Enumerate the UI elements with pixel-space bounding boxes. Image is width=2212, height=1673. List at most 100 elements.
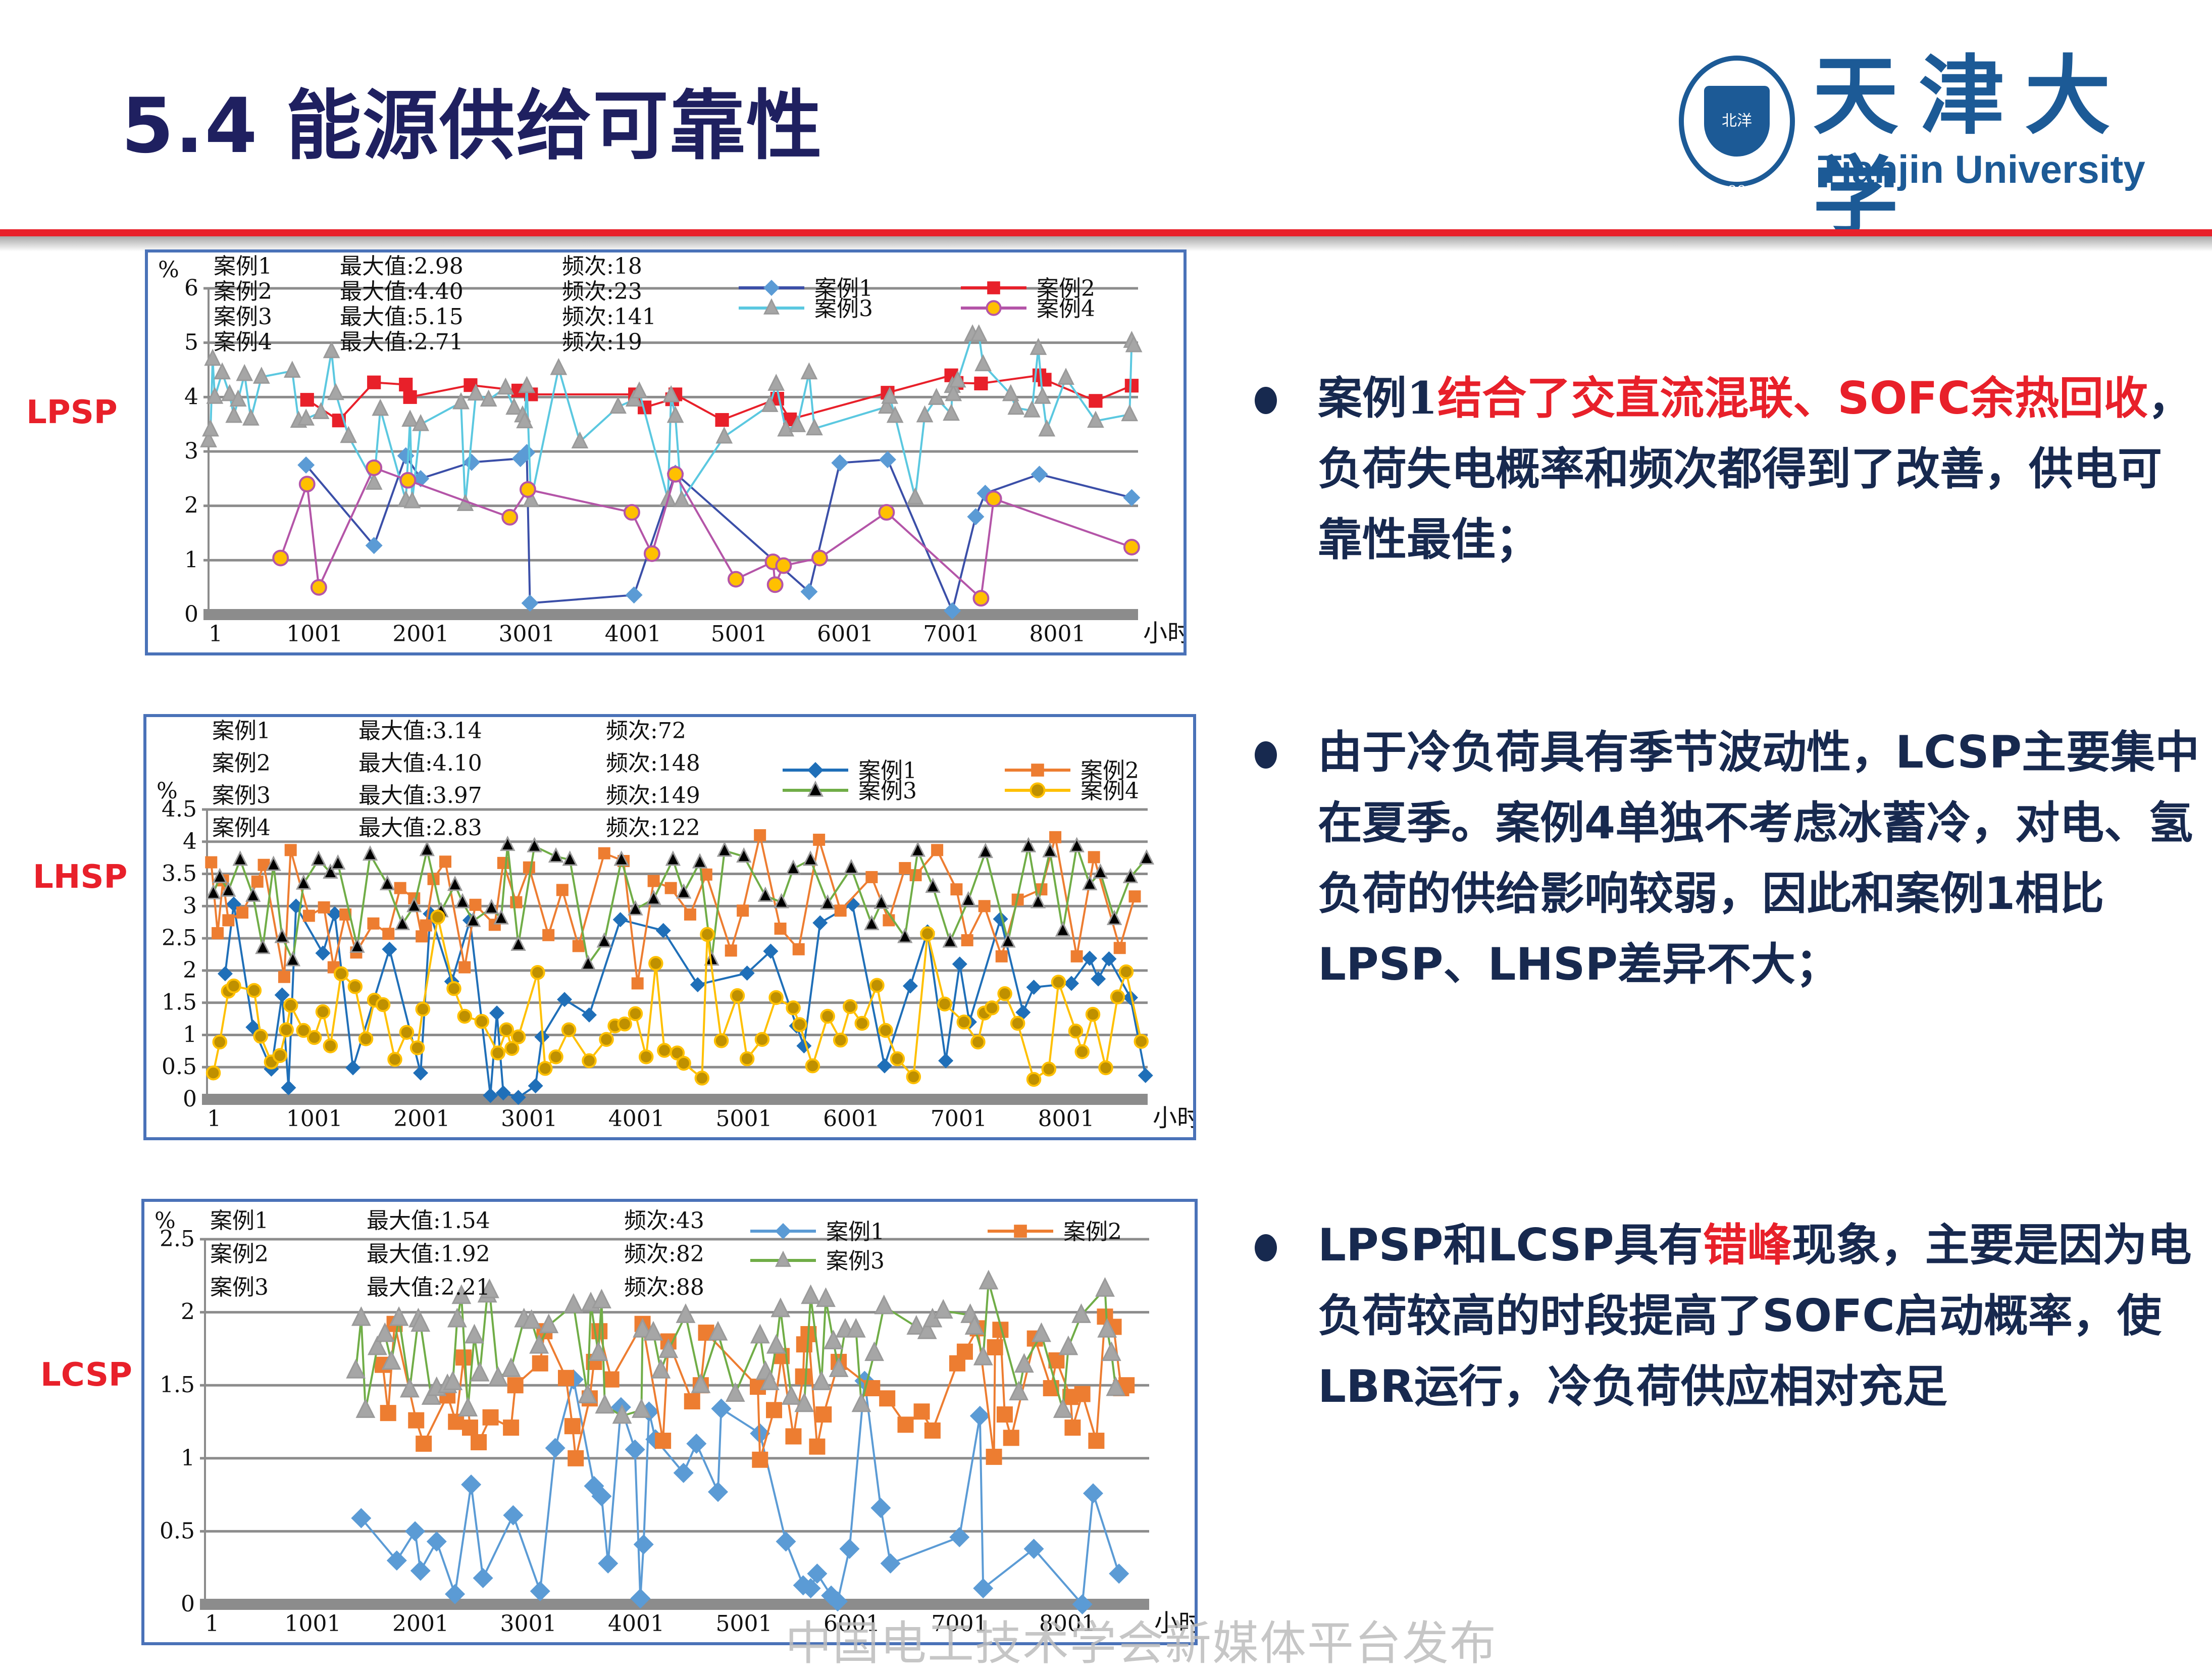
- bullet-3: LPSP和LCSP具有错峰现象，主要是因为电负荷较高的时段提高了SOFC启动概率…: [1242, 1210, 2201, 1422]
- x-tick-label: 8001: [1038, 1106, 1095, 1132]
- bullet-dot-icon: [1255, 1234, 1277, 1261]
- y-tick-label: 4.5: [162, 796, 197, 822]
- y-axis-label: %: [157, 778, 178, 804]
- stats-text: 案例4: [212, 815, 271, 841]
- y-tick-label: 5: [184, 330, 198, 356]
- bullet-2-text: 由于冷负荷具有季节波动性，LCSP主要集中在夏季。案例4单独不考虑冰蓄冷，对电、…: [1318, 726, 2200, 990]
- x-tick-label: 3001: [499, 621, 555, 647]
- series-案例1: [297, 444, 1141, 620]
- stats-text: 最大值:2.71: [340, 329, 464, 355]
- header-divider: [0, 229, 2212, 236]
- bullet-2: 由于冷负荷具有季节波动性，LCSP主要集中在夏季。案例4单独不考虑冰蓄冷，对电、…: [1242, 717, 2201, 1000]
- bullet-dot-icon: [1255, 741, 1277, 769]
- chart-lcsp: 0 0.5 1 1.5 2 2.5% 1 1001 2001 3001 4001 5001 6001 70…: [141, 1199, 1198, 1645]
- seal-text: 北洋 1895: [1704, 86, 1770, 200]
- stats-text: 案例1: [210, 1208, 269, 1234]
- legend-item: 案例4: [961, 296, 1095, 322]
- series-案例3: [346, 1270, 1126, 1424]
- y-tick-label: 1.5: [162, 990, 197, 1016]
- bullet-3-part-3: 现象，主要是因为电负荷较高的时段提高了SOFC启动概率，使LBR运行，冷负荷供应…: [1318, 1219, 2192, 1412]
- logo-chinese-name: 天津大学: [1813, 45, 2131, 247]
- stats-text: 最大值:5.15: [340, 304, 464, 330]
- x-tick-label: 3001: [500, 1611, 556, 1637]
- bullet-3-part-2: 错峰: [1703, 1219, 1792, 1271]
- x-tick-label: 3001: [501, 1106, 557, 1132]
- x-tick-label: 1001: [286, 621, 343, 647]
- x-tick-label: 5001: [711, 621, 767, 647]
- legend-item: 案例2: [1005, 758, 1139, 784]
- legend-label: 案例3: [826, 1248, 885, 1274]
- bullet-1-text: 案例1结合了交直流混联、SOFC余热回收，负荷失电概率和频次都得到了改善，供电可…: [1318, 363, 2201, 575]
- bullet-3-text: LPSP和LCSP具有错峰现象，主要是因为电负荷较高的时段提高了SOFC启动概率…: [1318, 1210, 2201, 1422]
- x-tick-label: 6001: [824, 1611, 880, 1637]
- y-tick-label: 0.5: [162, 1054, 197, 1080]
- bullet-3-part-1: LPSP和LCSP具有: [1318, 1219, 1703, 1271]
- watermark: 中国电工技术学会新媒体平台发布: [785, 1618, 1498, 1669]
- bullet-1: 案例1结合了交直流混联、SOFC余热回收，负荷失电概率和频次都得到了改善，供电可…: [1242, 363, 2201, 575]
- logo-english-name: Tianjin University: [1818, 147, 2145, 191]
- bullet-1-part-1: 案例1: [1318, 372, 1438, 424]
- legend-label: 案例3: [858, 778, 917, 804]
- legend-item: 案例2: [988, 1219, 1122, 1245]
- legend-label: 案例2: [1037, 276, 1095, 301]
- legend-label: 案例4: [1081, 778, 1139, 804]
- x-axis-label: 小时: [1153, 1104, 1193, 1132]
- y-tick-label: 1: [183, 1022, 197, 1047]
- legend-label: 案例2: [1063, 1219, 1122, 1245]
- legend-item: 案例3: [750, 1248, 885, 1274]
- stats-text: 最大值:2.98: [340, 254, 464, 279]
- stats-text: 案例3: [212, 783, 271, 808]
- x-tick-label: 7001: [931, 1611, 988, 1637]
- y-tick-label: 4: [183, 829, 197, 854]
- y-tick-label: 2: [184, 493, 198, 519]
- stats-text: 最大值:2.83: [358, 815, 482, 841]
- y-tick-label: 2: [181, 1299, 195, 1325]
- stats-text: 案例2: [210, 1241, 269, 1267]
- legend-item: 案例1: [783, 758, 917, 784]
- stats-text: 案例3: [210, 1275, 269, 1300]
- x-tick-label: 7001: [923, 621, 980, 647]
- stats-text: 频次:122: [606, 815, 700, 841]
- series-案例4: [272, 459, 1140, 607]
- x-tick-label: 2001: [393, 1106, 450, 1132]
- stats-text: 频次:72: [606, 718, 686, 744]
- x-tick-label: 7001: [931, 1106, 987, 1132]
- series-案例3: [205, 835, 1155, 971]
- y-tick-label: 1: [181, 1445, 195, 1471]
- x-tick-label: 4001: [605, 621, 661, 647]
- bullet-dot-icon: [1255, 387, 1277, 414]
- x-axis-label: 小时: [1143, 619, 1184, 647]
- y-tick-label: 0: [183, 1086, 197, 1112]
- stats-text: 最大值:4.10: [358, 750, 482, 776]
- y-tick-label: 1: [184, 547, 198, 573]
- page-title: 5.4 能源供给可靠性: [121, 82, 823, 170]
- stats-text: 频次:23: [562, 279, 642, 305]
- legend-item: 案例1: [750, 1219, 885, 1245]
- stats-text: 频次:18: [562, 254, 642, 279]
- y-tick-label: 2.5: [162, 925, 197, 951]
- x-tick-label: 5001: [715, 1611, 772, 1637]
- x-tick-label: 2001: [392, 621, 449, 647]
- y-tick-label: 2.5: [160, 1226, 195, 1252]
- legend-item: 案例3: [783, 778, 917, 804]
- university-logo: 北洋 1895 天津大学 Tianjin University: [1666, 45, 2176, 247]
- stats-text: 案例2: [214, 279, 272, 305]
- label-lhsp: LHSP: [33, 858, 128, 896]
- y-tick-label: 3: [183, 893, 197, 919]
- y-tick-label: 6: [184, 275, 198, 301]
- chart-lpsp: 0 1 2 3 4 5 6% 1 1001 2001 3001 4001 5001 6001 7001 800…: [145, 249, 1187, 655]
- y-tick-label: 0: [181, 1591, 195, 1617]
- stats-text: 案例2: [212, 750, 271, 776]
- y-tick-label: 3.5: [162, 861, 197, 887]
- legend-item: 案例1: [739, 276, 873, 301]
- series-案例4: [205, 909, 1149, 1087]
- legend-label: 案例1: [858, 758, 917, 784]
- stats-text: 频次:141: [562, 304, 656, 330]
- series-案例1: [351, 1369, 1129, 1614]
- x-tick-label: 1001: [285, 1611, 341, 1637]
- stats-text: 频次:148: [606, 750, 700, 776]
- legend-label: 案例1: [814, 276, 873, 301]
- x-tick-label: 1: [209, 621, 223, 647]
- x-tick-label: 8001: [1029, 621, 1086, 647]
- x-tick-label: 1: [205, 1611, 219, 1637]
